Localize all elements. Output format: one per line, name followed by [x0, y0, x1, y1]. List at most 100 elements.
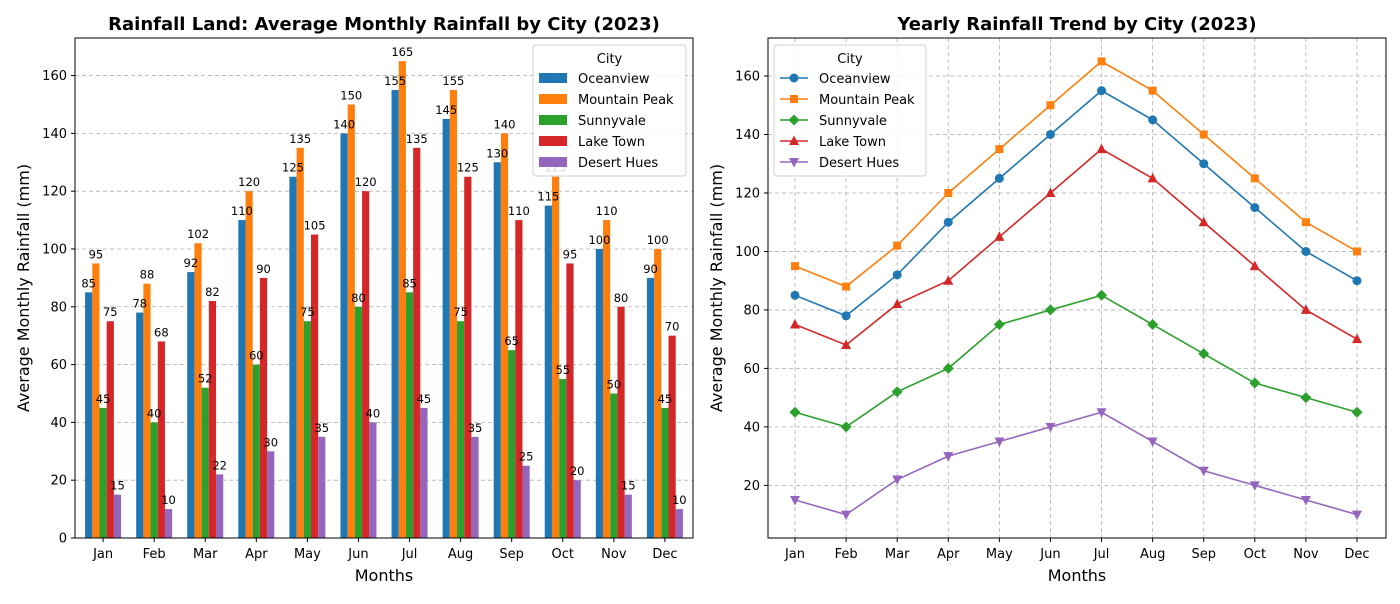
plot-frame [74, 37, 694, 539]
y-tick-label: 20 [743, 479, 760, 494]
bar [457, 321, 465, 538]
series-line [794, 89, 1358, 317]
bar-data-label: 70 [665, 320, 680, 334]
data-point [1097, 57, 1106, 66]
bar [675, 509, 683, 538]
x-tick-label: Feb [835, 547, 858, 562]
data-point [1198, 216, 1209, 227]
legend-marker [789, 135, 799, 145]
bar-data-label: 110 [596, 204, 618, 218]
bar [92, 263, 100, 538]
bar [420, 407, 428, 538]
legend-marker [789, 73, 799, 83]
bar-data-label: 25 [519, 450, 534, 464]
legend-label: Lake Town [819, 135, 886, 150]
bar-data-label: 92 [184, 256, 199, 270]
bar [157, 341, 165, 538]
bar-data-label: 135 [406, 132, 428, 146]
y-tick-label: 0 [59, 532, 67, 547]
bar [150, 422, 158, 538]
y-tick-label: 160 [42, 69, 67, 84]
y-tick-label: 120 [42, 185, 67, 200]
bar-data-label: 82 [205, 285, 220, 299]
bar [654, 248, 662, 538]
legend-swatch [539, 136, 567, 146]
bar-data-label: 22 [212, 458, 227, 472]
data-point [841, 510, 852, 521]
data-point [994, 173, 1004, 183]
bar [661, 407, 669, 538]
bar-data-label: 52 [198, 372, 213, 386]
data-point [1301, 218, 1310, 227]
data-point [1148, 86, 1157, 95]
x-tick-label: Jul [401, 547, 418, 562]
bar-data-label: 95 [89, 247, 104, 261]
x-tick-label: Nov [601, 547, 627, 562]
y-axis-label: Average Monthly Rainfall (mm) [14, 164, 33, 412]
bar [646, 277, 655, 538]
data-point [842, 282, 851, 291]
data-point [841, 339, 852, 350]
bar [347, 104, 355, 538]
bar-data-label: 40 [147, 406, 162, 420]
bar-data-label: 45 [658, 392, 673, 406]
data-point [1199, 159, 1209, 169]
bar-data-label: 10 [161, 493, 176, 507]
x-tick-label: Sep [499, 547, 524, 562]
y-tick-label: 60 [50, 358, 67, 373]
data-point [1096, 143, 1107, 154]
bar-data-label: 105 [304, 219, 326, 233]
data-point [1046, 101, 1055, 110]
data-point [1300, 495, 1311, 506]
bar [238, 220, 246, 538]
x-tick-label: Dec [1344, 547, 1369, 562]
plot-frame [767, 37, 1387, 539]
bar [449, 90, 458, 538]
chart-title: Yearly Rainfall Trend by City (2023) [896, 14, 1256, 35]
x-tick-label: Feb [143, 547, 166, 562]
bar-data-label: 85 [81, 276, 96, 290]
bar-data-label: 10 [672, 493, 687, 507]
legend-swatch [539, 115, 567, 125]
bar [310, 234, 319, 538]
bar [369, 422, 377, 538]
bar-data-label: 15 [110, 479, 125, 493]
y-tick-label: 140 [735, 128, 760, 143]
data-point [790, 319, 800, 329]
data-point [943, 275, 954, 285]
data-point [1096, 408, 1107, 418]
bar-data-label: 145 [435, 103, 457, 117]
bar-data-label: 68 [154, 325, 169, 339]
bar-data-label: 75 [300, 305, 315, 319]
bar [318, 436, 326, 538]
bar-data-label: 40 [366, 406, 381, 420]
bar-data-label: 130 [486, 146, 508, 160]
bar [208, 301, 217, 538]
y-axis-label: Average Monthly Rainfall (mm) [707, 164, 726, 412]
bar-data-label: 35 [468, 421, 483, 435]
legend-box [773, 44, 927, 177]
bar [544, 205, 552, 538]
bar-data-label: 140 [333, 117, 355, 131]
data-point [1147, 172, 1158, 183]
bar [106, 321, 114, 538]
bar-data-label: 35 [314, 421, 329, 435]
bar [522, 465, 530, 538]
data-point [1352, 510, 1362, 521]
series-line [794, 148, 1358, 346]
data-point [1353, 247, 1361, 256]
bar [405, 292, 414, 538]
x-tick-label: Jan [92, 547, 113, 562]
legend-label: Sunnyvale [578, 114, 646, 129]
bar [493, 162, 501, 538]
data-point [995, 145, 1004, 154]
data-point [1352, 276, 1362, 286]
bar [500, 133, 509, 538]
bar-data-label: 80 [614, 291, 629, 305]
legend: City Oceanview Mountain Peak Sunnyvale Lake … [773, 44, 927, 177]
bar [617, 306, 625, 538]
bar-data-label: 125 [457, 161, 479, 175]
x-tick-label: Jun [1039, 547, 1060, 562]
bar [551, 176, 560, 538]
data-point [1199, 130, 1208, 139]
